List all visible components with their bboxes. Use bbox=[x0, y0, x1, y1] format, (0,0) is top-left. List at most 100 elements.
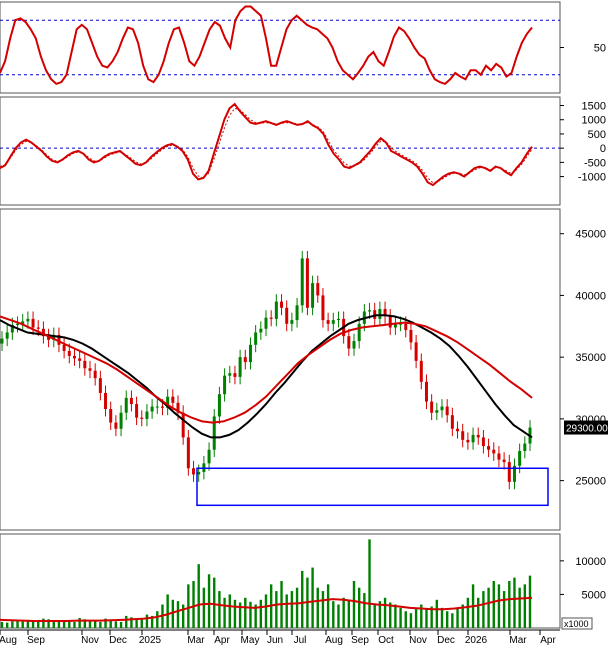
y-tick-label: 10000 bbox=[575, 556, 606, 568]
volume-bar bbox=[42, 618, 45, 628]
candle-body bbox=[98, 378, 102, 393]
candle-body bbox=[166, 396, 170, 408]
current-price-badge bbox=[564, 420, 608, 435]
y-tick-label: 50 bbox=[594, 43, 606, 55]
candle-body bbox=[378, 309, 382, 319]
x-tick-label: Mar bbox=[187, 635, 205, 646]
volume-bar bbox=[21, 621, 24, 628]
volume-bar bbox=[259, 599, 263, 628]
x-tick-label: Dec bbox=[437, 635, 455, 646]
candle-body bbox=[254, 332, 258, 345]
candle-body bbox=[502, 459, 506, 463]
candle-body bbox=[512, 465, 516, 482]
volume-bar bbox=[0, 621, 4, 628]
volume-bar bbox=[16, 620, 19, 628]
volume-bar bbox=[83, 619, 87, 628]
x-tick-label: Oct bbox=[378, 635, 394, 646]
volume-average-line bbox=[0, 596, 533, 622]
volume-bar bbox=[399, 607, 402, 628]
candle-body bbox=[409, 329, 413, 343]
x-tick-label: 2025 bbox=[139, 635, 162, 646]
moving-average-line-1 bbox=[0, 314, 533, 439]
candle-body bbox=[404, 323, 408, 330]
volume-bar bbox=[368, 539, 371, 628]
volume-bar bbox=[68, 621, 71, 628]
volume-bar bbox=[445, 611, 449, 628]
volume-bar bbox=[513, 577, 516, 628]
volume-bar bbox=[166, 594, 169, 628]
candle-body bbox=[274, 301, 278, 319]
candle-body bbox=[67, 350, 71, 356]
candle-body bbox=[129, 397, 133, 405]
volume-bar bbox=[451, 613, 454, 628]
candle-body bbox=[295, 305, 299, 321]
volume-bar bbox=[207, 574, 211, 628]
candle-body bbox=[88, 368, 92, 371]
candle-body bbox=[269, 317, 273, 319]
y-tick-label: 35000 bbox=[575, 352, 606, 364]
candle-body bbox=[217, 394, 221, 417]
volume-bar bbox=[477, 597, 480, 628]
candle-body bbox=[181, 412, 185, 438]
candle-body bbox=[290, 320, 294, 324]
candle-body bbox=[347, 336, 351, 349]
candle-body bbox=[311, 283, 315, 308]
x-tick-label: Mar bbox=[509, 635, 527, 646]
candle-body bbox=[83, 360, 87, 369]
oscillator-2-line-1 bbox=[0, 102, 533, 187]
oscillator-2-line-2 bbox=[0, 107, 533, 184]
volume-bar bbox=[26, 619, 30, 628]
candle-body bbox=[57, 334, 61, 345]
x-tick-label: Sep bbox=[27, 635, 45, 646]
candle-body bbox=[497, 453, 501, 460]
candle-body bbox=[300, 258, 304, 306]
volume-bar bbox=[497, 584, 501, 628]
candle-body bbox=[171, 396, 175, 403]
volume-bar bbox=[414, 607, 418, 628]
volume-bar bbox=[456, 607, 459, 628]
x-tick-label: Nov bbox=[81, 635, 99, 646]
volume-bar bbox=[430, 606, 433, 628]
volume-bar bbox=[321, 591, 325, 628]
volume-bar bbox=[518, 587, 521, 628]
candle-body bbox=[285, 307, 289, 324]
candle-body bbox=[78, 358, 82, 361]
volume-bar bbox=[244, 597, 247, 628]
y-tick-label: -1000 bbox=[578, 172, 606, 184]
candle-body bbox=[16, 323, 20, 326]
volume-bar bbox=[187, 584, 190, 628]
x-tick-label: May bbox=[241, 635, 260, 646]
volume-bar bbox=[378, 601, 382, 628]
volume-bar bbox=[326, 584, 330, 628]
volume-bar bbox=[140, 619, 143, 628]
volume-bar bbox=[109, 619, 112, 628]
candle-body bbox=[192, 468, 196, 475]
volume-bar bbox=[104, 618, 107, 628]
volume-bar bbox=[425, 609, 428, 628]
candle-body bbox=[388, 316, 392, 328]
candle-body bbox=[0, 338, 4, 344]
volume-bar bbox=[523, 584, 527, 628]
volume-bar bbox=[311, 567, 314, 628]
volume-bar bbox=[197, 564, 200, 628]
volume-bar bbox=[156, 611, 159, 628]
candle-body bbox=[197, 471, 201, 475]
candle-body bbox=[305, 258, 309, 308]
candle-body bbox=[104, 392, 108, 410]
volume-bar bbox=[342, 597, 345, 628]
candle-body bbox=[440, 406, 444, 411]
y-tick-label: 5000 bbox=[582, 589, 606, 601]
volume-bar bbox=[404, 611, 407, 628]
volume-bar bbox=[290, 591, 294, 628]
volume-bar bbox=[93, 621, 97, 628]
volume-bar bbox=[373, 604, 376, 628]
volume-bar bbox=[47, 619, 50, 628]
candle-body bbox=[52, 334, 56, 340]
volume-bar bbox=[202, 587, 206, 628]
candle-body bbox=[26, 318, 30, 322]
candle-body bbox=[430, 401, 434, 413]
candle-body bbox=[450, 415, 454, 429]
candle-body bbox=[160, 406, 164, 408]
volume-bar bbox=[301, 570, 304, 628]
candle-body bbox=[523, 443, 527, 451]
